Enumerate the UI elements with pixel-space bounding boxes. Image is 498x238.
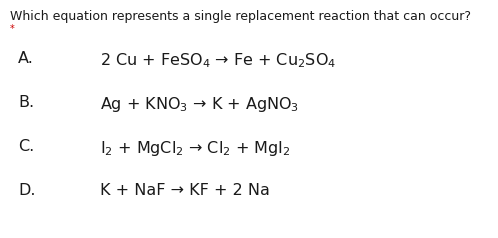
Text: Ag + KNO$_3$ → K + AgNO$_3$: Ag + KNO$_3$ → K + AgNO$_3$	[100, 95, 299, 114]
Text: A.: A.	[18, 51, 34, 66]
Text: *: *	[10, 24, 15, 34]
Text: D.: D.	[18, 183, 35, 198]
Text: 2 Cu + FeSO$_4$ → Fe + Cu$_2$SO$_4$: 2 Cu + FeSO$_4$ → Fe + Cu$_2$SO$_4$	[100, 51, 336, 70]
Text: B.: B.	[18, 95, 34, 110]
Text: I$_2$ + MgCl$_2$ → Cl$_2$ + MgI$_2$: I$_2$ + MgCl$_2$ → Cl$_2$ + MgI$_2$	[100, 139, 291, 158]
Text: C.: C.	[18, 139, 34, 154]
Text: K + NaF → KF + 2 Na: K + NaF → KF + 2 Na	[100, 183, 270, 198]
Text: Which equation represents a single replacement reaction that can occur?: Which equation represents a single repla…	[10, 10, 471, 23]
